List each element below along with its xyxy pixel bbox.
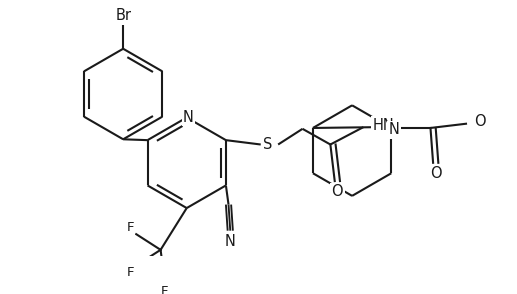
Text: N: N xyxy=(183,110,194,125)
Text: S: S xyxy=(263,137,272,152)
Text: F: F xyxy=(126,221,134,234)
Text: N: N xyxy=(225,234,236,249)
Text: O: O xyxy=(474,114,485,129)
Text: Br: Br xyxy=(115,8,131,23)
Text: O: O xyxy=(430,166,442,181)
Text: HN: HN xyxy=(372,118,394,133)
Text: F: F xyxy=(161,285,169,294)
Text: N: N xyxy=(388,122,399,137)
Text: F: F xyxy=(126,266,134,279)
Text: O: O xyxy=(331,184,343,199)
